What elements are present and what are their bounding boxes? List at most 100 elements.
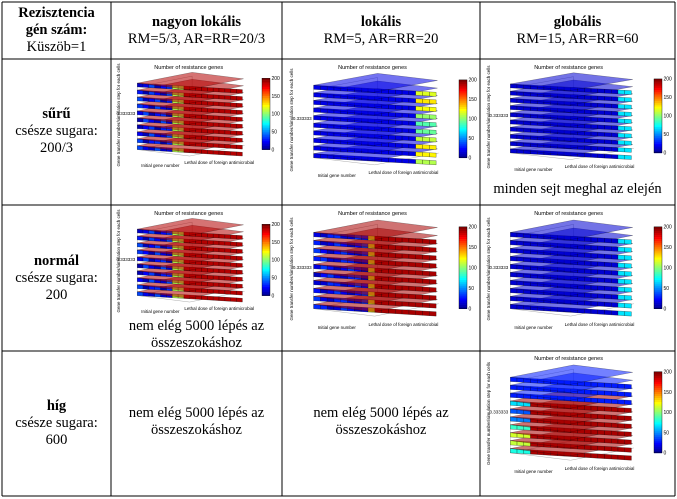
z-tick-label: 0.333333 [293,265,312,270]
z-axis-label: Gene transfer number/simulation step for… [289,217,294,321]
plot-title: Number of resistance genes [534,211,603,217]
colorbar-tick-label: 200 [664,77,673,83]
column-title: globális [553,14,602,30]
colorbar-tick-label: 100 [664,114,673,120]
colorbar-tick-label: 100 [272,112,281,118]
colorbar [458,79,468,158]
colorbar-tick-label: 0 [664,451,667,457]
row-line2: csésze sugara: [15,123,98,139]
colorbar-tick-label: 100 [664,410,673,416]
row-header-dense: sűrű csésze sugara: 200/3 [2,106,111,157]
y-axis-label: Lethal dose of foreign antimicrobial [565,322,635,327]
colorbar-tick-label: 0 [664,306,667,312]
z-tick-label: 0.333333 [293,116,312,121]
row-line2: csésze sugara: [15,415,98,431]
y-axis-label: Lethal dose of foreign antimicrobial [184,160,254,165]
surface-plot: Number of resistance genes Gene transfer … [116,209,281,314]
colorbar-tick-label: 0 [664,151,667,157]
row-header-normal: normál csésze sugara: 200 [2,253,111,304]
plot-dense-local: Number of resistance genes Gene transfer … [287,61,477,179]
x-axis-label: Initial gene number [318,325,357,330]
colorbar-tick-label: 150 [272,94,281,100]
plot-title: Number of resistance genes [534,65,603,71]
plot-dense-global: Number of resistance genes Gene transfer … [484,61,672,173]
colorbar-tick-label: 100 [272,258,281,264]
z-axis-label: Gene transfer number/simulation step for… [486,65,491,169]
colorbar-tick-label: 0 [272,293,275,299]
plot-normal-very-local: Number of resistance genes Gene transfer … [114,207,280,315]
surface-plot: Number of resistance genes Gene transfer … [486,356,673,474]
corner-line3: Küszöb=1 [26,39,87,55]
colorbar-tick-label: 100 [469,266,478,272]
x-axis-label: Initial gene number [318,173,357,178]
column-header-global: globális RM=15, AR=RR=60 [480,14,675,48]
surface-plot: Number of resistance genes Gene transfer … [486,65,673,172]
colorbar [261,78,271,150]
z-axis-label: Gene transfer number/simulation step for… [486,361,491,465]
z-tick-label: 0.333333 [490,265,509,270]
colorbar-tick-label: 0 [272,147,275,153]
x-axis-label: Initial gene number [514,469,553,474]
z-axis-label: Gene transfer number/simulation step for… [486,217,491,321]
colorbar-tick-label: 50 [664,286,670,292]
corner-line2: gén szám: [25,22,88,38]
corner-line1: Rezisztencia [18,5,95,21]
z-tick-label: 0.333333 [116,111,135,116]
surface-plot: Number of resistance genes Gene transfer … [289,65,478,178]
plot-dense-very-local: Number of resistance genes Gene transfer … [114,61,280,169]
plot-sparse-global: Number of resistance genes Gene transfer … [484,352,672,475]
colorbar-tick-label: 150 [272,240,281,246]
z-tick-label: 0.333333 [490,113,509,118]
column-params: RM=5, AR=RR=20 [323,31,439,47]
plot-title: Number of resistance genes [338,211,407,217]
row-title: normál [33,253,80,269]
colorbar-tick-label: 200 [272,222,281,228]
surface-plot: Number of resistance genes Gene transfer … [116,63,281,168]
z-tick-label: 0.333333 [490,410,509,415]
plot-title: Number of resistance genes [534,356,603,362]
corner-header: Rezisztencia gén szám: Küszöb=1 [2,5,111,56]
row-title: sűrű [42,106,71,122]
y-axis-label: Lethal dose of foreign antimicrobial [369,170,439,175]
colorbar-tick-label: 50 [272,276,278,282]
colorbar-tick-label: 100 [664,266,673,272]
colorbar-tick-label: 150 [469,97,478,103]
x-axis-label: Initial gene number [141,309,180,314]
colorbar-tick-label: 200 [469,78,478,84]
colorbar-tick-label: 50 [272,130,278,136]
colorbar-tick-label: 50 [469,286,475,292]
column-params: RM=15, AR=RR=60 [516,31,639,47]
colorbar-tick-label: 200 [664,369,673,375]
colorbar-tick-label: 150 [469,245,478,251]
colorbar-tick-label: 150 [664,95,673,101]
z-axis-label: Gene transfer number/simulation step for… [116,209,121,313]
colorbar-tick-label: 150 [664,245,673,251]
row-header-sparse: híg csésze sugara: 600 [2,398,111,449]
colorbar-tick-label: 200 [272,76,281,82]
y-axis-label: Lethal dose of foreign antimicrobial [369,322,439,327]
row-line3: 200/3 [39,140,74,156]
row-line3: 600 [45,432,68,448]
column-header-very-local: nagyon lokális RM=5/3, AR=RR=20/3 [111,14,282,48]
colorbar [653,371,663,454]
x-axis-label: Initial gene number [514,325,553,330]
colorbar [653,226,663,309]
x-axis-label: Initial gene number [514,167,553,172]
z-axis-label: Gene transfer number/simulation step for… [116,63,121,167]
colorbar-tick-label: 0 [469,306,472,312]
colorbar-tick-label: 50 [469,136,475,142]
colorbar-tick-label: 150 [664,390,673,396]
surface-plot: Number of resistance genes Gene transfer … [486,211,673,330]
z-tick-label: 0.333333 [116,257,135,262]
colorbar-tick-label: 50 [664,430,670,436]
colorbar-tick-label: 100 [469,117,478,123]
note-not-enough-steps: nem elég 5000 lépés az összeszokáshoz [313,405,449,438]
colorbar-tick-label: 200 [664,225,673,231]
column-title: nagyon lokális [151,14,242,30]
row-line2: csésze sugara: [15,270,98,286]
column-title: lokális [360,14,402,30]
column-header-local: lokális RM=5, AR=RR=20 [282,14,480,48]
colorbar [653,78,663,154]
